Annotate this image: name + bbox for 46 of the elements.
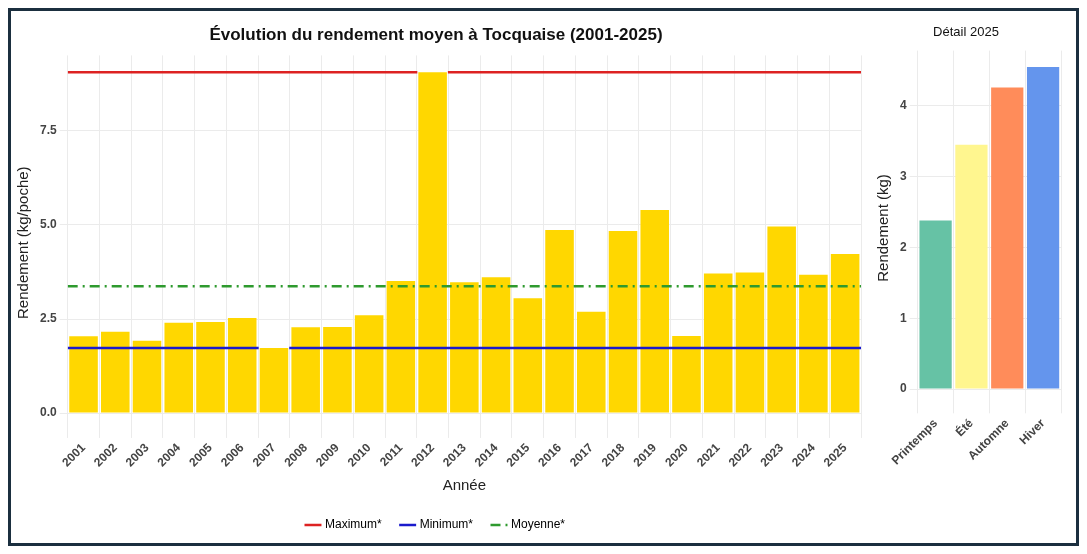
bar bbox=[830, 253, 860, 413]
bar bbox=[196, 322, 225, 413]
bar bbox=[164, 322, 194, 413]
bar bbox=[955, 144, 988, 389]
bar bbox=[672, 335, 701, 413]
legend-label: Maximum* bbox=[324, 517, 382, 532]
bar bbox=[1026, 66, 1060, 389]
y-tick-label: 3 bbox=[899, 168, 907, 183]
bar bbox=[767, 226, 796, 413]
legend-label: Moyenne* bbox=[510, 517, 566, 532]
y-tick-label: 0.0 bbox=[39, 405, 57, 420]
bar bbox=[799, 274, 828, 413]
bar bbox=[545, 229, 574, 413]
y-axis-title: Rendement (kg) bbox=[874, 174, 892, 282]
bar bbox=[640, 209, 670, 413]
bar bbox=[418, 72, 447, 413]
bar bbox=[69, 336, 98, 413]
bar bbox=[386, 281, 416, 413]
chart-title: Détail 2025 bbox=[933, 24, 999, 40]
x-axis-title: Année bbox=[442, 476, 487, 494]
bar bbox=[608, 231, 638, 413]
bar bbox=[576, 311, 606, 413]
bar bbox=[703, 273, 733, 413]
y-tick-label: 2 bbox=[899, 239, 907, 254]
bar bbox=[919, 220, 952, 389]
y-tick-label: 2.5 bbox=[39, 311, 57, 326]
y-tick-label: 5.0 bbox=[39, 217, 57, 232]
y-tick-label: 4 bbox=[899, 98, 907, 113]
bar bbox=[481, 277, 511, 413]
bar bbox=[450, 282, 479, 413]
bar bbox=[259, 347, 289, 413]
y-tick-label: 7.5 bbox=[39, 123, 57, 138]
bar bbox=[227, 317, 257, 413]
bar bbox=[513, 298, 543, 413]
bar bbox=[101, 331, 130, 413]
bar bbox=[354, 315, 384, 413]
y-axis-title: Rendement (kg/poche) bbox=[14, 166, 32, 319]
y-tick-label: 1 bbox=[899, 310, 907, 325]
bar bbox=[991, 87, 1024, 389]
y-tick-label: 0 bbox=[899, 381, 907, 396]
bar bbox=[132, 340, 162, 413]
chart-title: Évolution du rendement moyen à Tocquaise (2001-2025) bbox=[209, 24, 663, 44]
legend-label: Minimum* bbox=[419, 517, 474, 532]
bar bbox=[735, 272, 765, 413]
bar bbox=[323, 326, 352, 413]
bar bbox=[291, 327, 320, 413]
